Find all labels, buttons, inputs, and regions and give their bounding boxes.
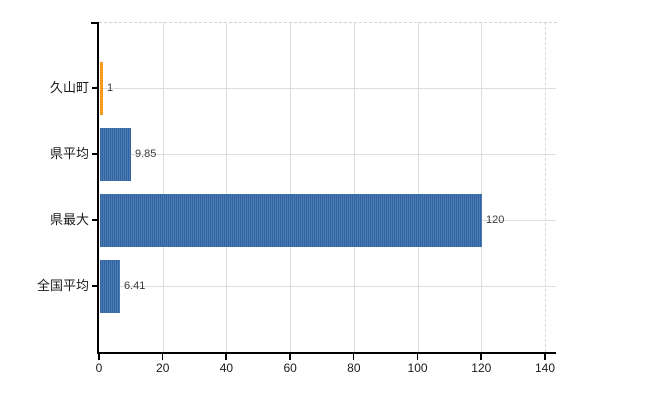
x-axis (97, 352, 556, 354)
gridline-vertical (417, 22, 419, 352)
y-axis-tick (92, 219, 99, 221)
category-label: 県最大 (49, 212, 89, 227)
x-axis-tick (544, 354, 546, 360)
y-axis-tick (92, 285, 99, 287)
gridline-vertical (481, 22, 483, 352)
x-axis-tick (289, 354, 291, 360)
x-tick-label: 40 (219, 361, 234, 375)
x-tick-label: 60 (283, 361, 297, 375)
x-tick-label: 120 (471, 361, 492, 375)
gridline-vertical (545, 22, 546, 352)
y-axis-tick (92, 153, 99, 155)
plot-top-border (99, 22, 557, 23)
y-axis-top-cap (91, 22, 98, 24)
x-tick-label: 80 (347, 361, 361, 375)
x-axis-tick (225, 354, 227, 360)
gridline-horizontal (100, 154, 556, 155)
x-tick-label: 0 (95, 361, 103, 375)
bar-value-label: 6.41 (124, 280, 146, 292)
x-axis-tick (352, 354, 355, 360)
y-axis-tick (92, 87, 99, 89)
bar (100, 128, 131, 181)
bar-value-label: 1 (107, 82, 114, 94)
y-axis (97, 22, 99, 354)
bar (100, 62, 103, 115)
bar-value-label: 9.85 (135, 148, 157, 160)
x-axis-tick (98, 354, 100, 360)
x-tick-label: 20 (156, 361, 170, 375)
category-label: 久山町 (49, 80, 89, 95)
x-tick-label: 140 (534, 361, 556, 375)
gridline-horizontal (100, 286, 556, 287)
gridline-vertical (353, 22, 355, 352)
gridline-vertical (226, 22, 228, 352)
gridline-vertical (162, 22, 164, 352)
bar (100, 260, 120, 313)
x-axis-tick (161, 354, 164, 360)
x-tick-label: 100 (407, 361, 428, 375)
gridline-horizontal (100, 88, 556, 89)
bar-value-label: 120 (486, 214, 505, 226)
category-label: 全国平均 (36, 278, 89, 293)
gridline-vertical (290, 22, 292, 352)
x-axis-tick (416, 354, 419, 360)
category-label: 県平均 (49, 146, 89, 161)
bar (100, 194, 482, 247)
x-axis-tick (480, 354, 482, 360)
